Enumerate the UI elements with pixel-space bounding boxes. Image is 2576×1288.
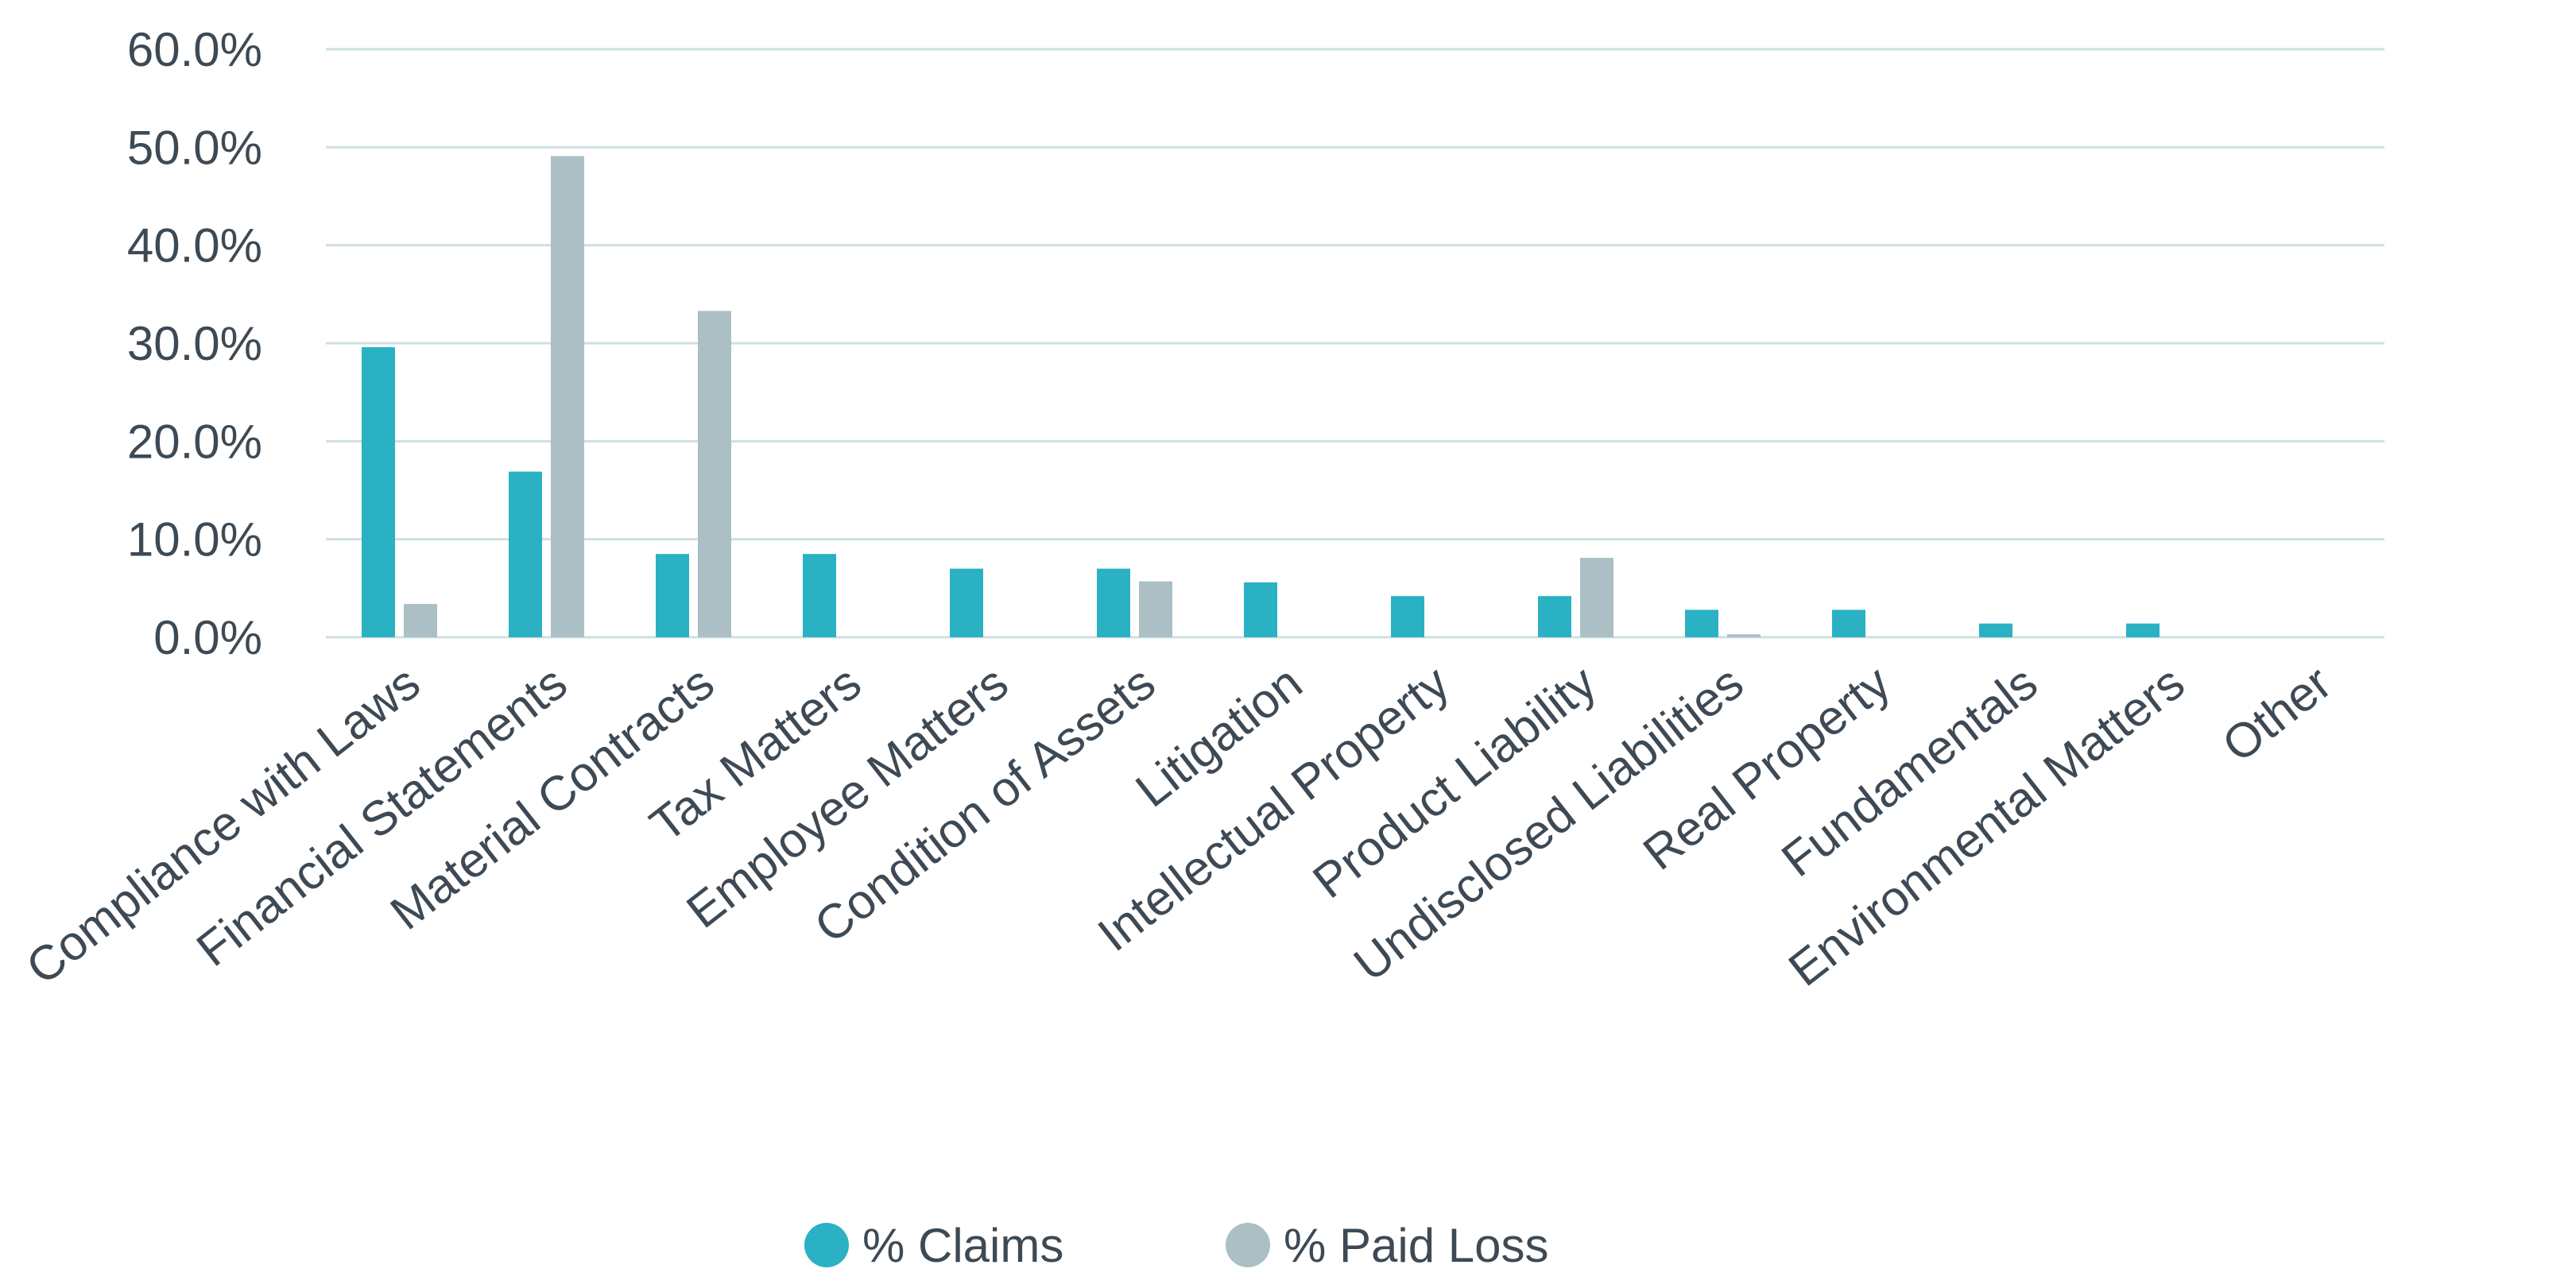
bar-paid-loss	[698, 311, 731, 637]
bar-claims	[1538, 596, 1571, 637]
bar-paid-loss	[1139, 581, 1172, 637]
x-tick-label: Real Property	[1633, 655, 1900, 880]
legend-item: % Claims	[804, 1219, 1063, 1272]
y-tick-label: 20.0%	[127, 415, 262, 468]
bar-claims	[1244, 582, 1277, 637]
bar-claims	[1685, 609, 1718, 637]
bar-claims	[1832, 609, 1865, 637]
bar-claims	[803, 554, 836, 637]
bar-paid-loss	[404, 604, 437, 637]
bars	[362, 156, 2160, 637]
legend-label: % Claims	[862, 1219, 1063, 1272]
bar-paid-loss	[551, 156, 584, 637]
x-tick-label: Other	[2212, 656, 2341, 773]
y-tick-label: 50.0%	[127, 121, 262, 174]
bar-claims	[509, 471, 542, 637]
legend-label: % Paid Loss	[1284, 1219, 1549, 1272]
bar-claims	[362, 346, 395, 637]
y-axis-ticks: 0.0% 10.0% 20.0% 30.0% 40.0% 50.0% 60.0%	[127, 23, 262, 664]
y-tick-label: 30.0%	[127, 317, 262, 370]
y-tick-label: 10.0%	[127, 513, 262, 567]
legend-swatch	[1226, 1223, 1270, 1267]
bar-claims	[656, 554, 689, 637]
legend: % Claims % Paid Loss	[804, 1219, 1549, 1272]
y-tick-label: 0.0%	[153, 611, 262, 664]
legend-item: % Paid Loss	[1226, 1219, 1549, 1272]
bar-claims	[1391, 596, 1424, 637]
bar-claims	[950, 568, 983, 637]
y-tick-label: 40.0%	[127, 219, 262, 273]
bar-claims	[2126, 623, 2160, 637]
gridlines	[326, 48, 2384, 639]
bar-paid-loss	[1727, 634, 1761, 637]
bar-paid-loss	[1580, 558, 1613, 637]
legend-swatch	[804, 1223, 849, 1267]
bar-claims	[1979, 623, 2012, 637]
bar-claims	[1097, 568, 1130, 637]
y-tick-label: 60.0%	[127, 23, 262, 76]
